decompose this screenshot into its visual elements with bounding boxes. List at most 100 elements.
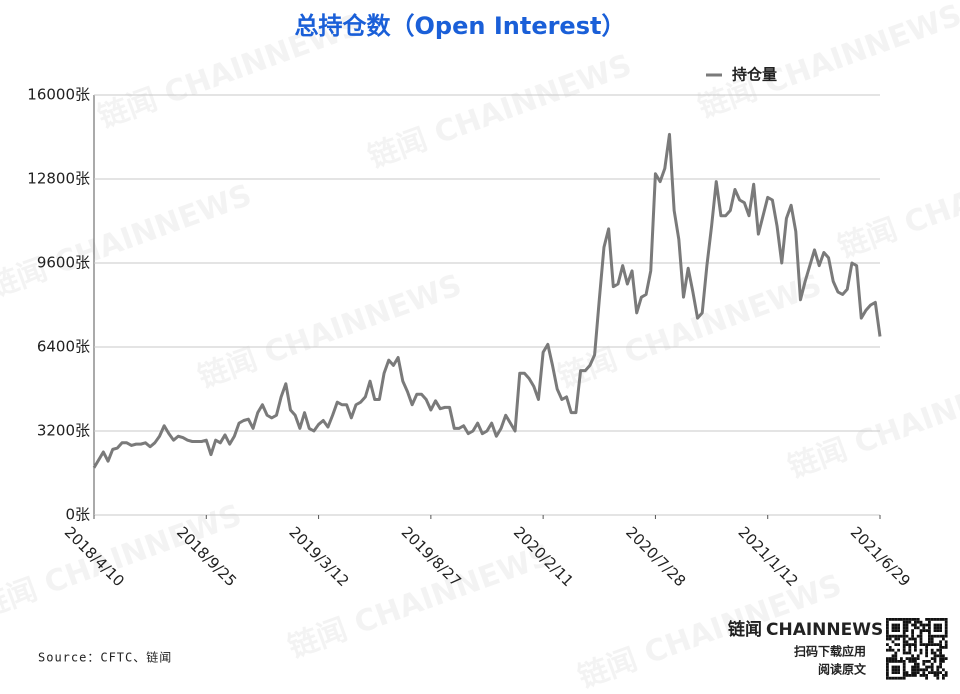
qr-cell	[914, 626, 917, 630]
qr-cell	[922, 660, 926, 663]
qr-cell	[886, 643, 889, 646]
qr-cell	[936, 654, 940, 658]
qr-cell	[897, 629, 900, 632]
qr-cell	[894, 643, 898, 646]
qr-cell	[886, 674, 889, 677]
x-tick-label: 2021/1/12	[735, 523, 802, 590]
qr-cell	[886, 648, 889, 652]
qr-cell	[916, 620, 920, 624]
qr-cell	[914, 674, 917, 677]
qr-cell	[911, 634, 914, 638]
qr-cell	[936, 618, 940, 621]
qr-cell	[933, 660, 937, 663]
qr-cell	[914, 643, 917, 646]
qr-cell	[928, 643, 931, 646]
brand-logo-en: CHAINNEWS	[766, 620, 883, 640]
qr-cell	[936, 676, 940, 680]
y-tick-label: 9600张	[37, 254, 90, 272]
qr-cell	[928, 665, 931, 669]
qr-cell	[936, 671, 940, 674]
watermark: 链闻 CHAINNEWS	[194, 268, 467, 396]
qr-cell	[914, 668, 917, 672]
qr-cell	[891, 648, 895, 652]
qr-cell	[944, 634, 948, 638]
qr-cell	[944, 632, 948, 635]
watermark: 链闻 CHAINNEWS	[554, 268, 827, 396]
qr-cell	[919, 637, 923, 641]
qr-cell	[902, 629, 906, 632]
qr-cell	[894, 657, 898, 660]
qr-cell	[908, 657, 912, 660]
qr-cell	[939, 634, 942, 638]
qr-cell	[888, 637, 892, 641]
qr-cell	[919, 634, 923, 638]
qr-cell	[919, 629, 923, 632]
qr-cell	[933, 626, 937, 630]
qr-cell	[914, 671, 917, 674]
qr-cell	[933, 618, 937, 621]
qr-cell	[919, 648, 923, 652]
qr-cell	[911, 629, 914, 632]
qr-cell	[939, 662, 942, 666]
qr-cell	[886, 676, 889, 680]
qr-cell	[902, 620, 906, 624]
qr-cell	[930, 648, 934, 652]
qr-cell	[902, 646, 906, 649]
qr-cell	[891, 654, 895, 658]
qr-cell	[916, 654, 920, 658]
chart-title: 总持仓数（Open Interest）	[295, 12, 626, 40]
qr-cell	[902, 676, 906, 680]
qr-cell	[891, 629, 895, 632]
qr-cell	[942, 646, 945, 649]
qr-cell	[914, 640, 917, 644]
qr-cell	[939, 671, 942, 674]
qr-cell	[939, 643, 942, 646]
qr-cell	[911, 637, 914, 641]
qr-cell	[891, 657, 895, 660]
qr-cell	[888, 618, 892, 621]
qr-cell	[911, 632, 914, 635]
qr-cell	[908, 646, 912, 649]
qr-cell	[928, 671, 931, 674]
qr-cell	[888, 657, 892, 660]
qr-cell	[886, 637, 889, 641]
qr-cell	[933, 654, 937, 658]
qr-cell	[908, 620, 912, 624]
qr-cell	[933, 651, 937, 655]
watermark: 链闻 CHAINNEWS	[694, 0, 960, 126]
qr-cell	[911, 623, 914, 627]
qr-cell	[886, 671, 889, 674]
qr-cell	[914, 648, 917, 652]
qr-cell	[944, 620, 948, 624]
y-tick-label: 16000张	[27, 86, 90, 104]
qr-cell	[886, 626, 889, 630]
qr-cell	[891, 671, 895, 674]
qr-cell	[897, 671, 900, 674]
qr-cell	[928, 626, 931, 630]
qr-cell	[905, 623, 909, 627]
qr-cell	[919, 632, 923, 635]
qr-cell	[905, 671, 909, 674]
qr-cell	[897, 643, 900, 646]
qr-cell	[925, 668, 928, 672]
qr-cell	[922, 643, 926, 646]
qr-cell	[928, 618, 931, 621]
qr-cell	[902, 637, 906, 641]
qr-cell	[897, 676, 900, 680]
qr-cell	[944, 626, 948, 630]
qr-cell	[925, 646, 928, 649]
qr-cell	[914, 623, 917, 627]
qr-cell	[888, 676, 892, 680]
qr-cell	[939, 629, 942, 632]
qr-cell	[925, 629, 928, 632]
qr-cell	[942, 676, 945, 680]
qr-cell	[914, 665, 917, 669]
qr-cell	[911, 618, 914, 621]
qr-cell	[930, 662, 934, 666]
qr-cell	[919, 643, 923, 646]
qr-cell	[914, 660, 917, 663]
qr-cell	[902, 626, 906, 630]
qr-cell	[902, 665, 906, 669]
qr-cell	[900, 676, 903, 680]
